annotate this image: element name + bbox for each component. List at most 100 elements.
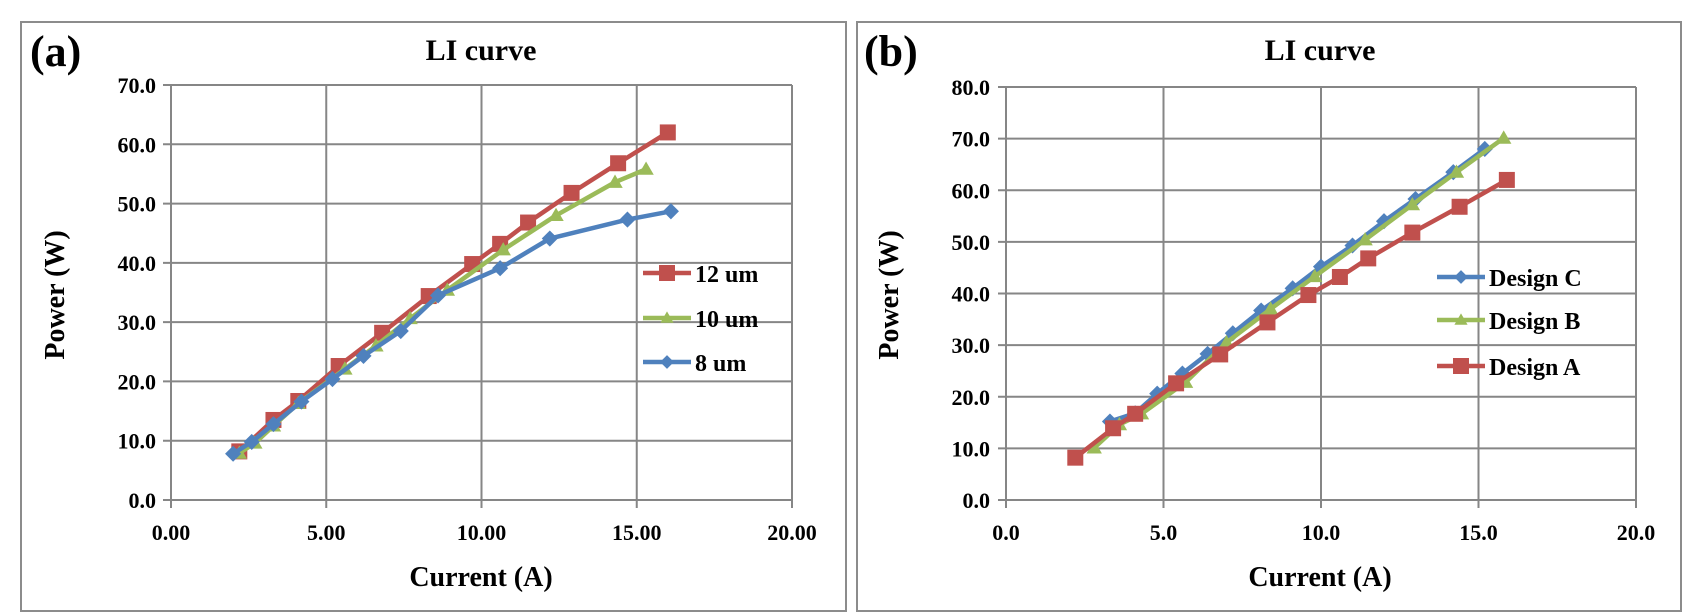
data-point-diamond bbox=[293, 393, 310, 410]
grid bbox=[998, 86, 1637, 508]
data-point-square bbox=[1300, 287, 1317, 304]
x-tick-label: 15.0 bbox=[1459, 520, 1498, 545]
data-point-square bbox=[659, 265, 675, 281]
legend-item: 10 um bbox=[643, 307, 758, 333]
data-point-diamond bbox=[660, 355, 674, 369]
data-point-diamond bbox=[324, 371, 341, 388]
data-point-triangle bbox=[1307, 268, 1323, 283]
legend-label: 10 um bbox=[695, 307, 758, 333]
chart-panel-b: (b) LI curve 0.0 10.0 20.0 30.0 40.0 50.0 60.0… bbox=[856, 21, 1682, 612]
data-point-diamond bbox=[662, 203, 679, 220]
x-tick-label: 10.00 bbox=[457, 520, 507, 545]
data-point-square bbox=[520, 214, 537, 231]
data-point-diamond bbox=[1199, 345, 1216, 362]
data-point-diamond bbox=[1344, 237, 1361, 254]
panel-label: (b) bbox=[864, 27, 918, 76]
y-tick-label: 10.0 bbox=[118, 429, 157, 454]
y-tick-label: 80.0 bbox=[952, 75, 991, 100]
y-axis-ticks: 0.0 10.0 20.0 30.0 40.0 50.0 60.0 70.0 bbox=[118, 73, 157, 513]
legend: Design C Design B Design A bbox=[1437, 266, 1582, 381]
data-point-square bbox=[1127, 405, 1144, 422]
y-tick-label: 50.0 bbox=[118, 192, 157, 217]
x-tick-label: 20.00 bbox=[767, 520, 817, 545]
data-point-triangle bbox=[548, 207, 564, 222]
data-point-triangle bbox=[1404, 197, 1421, 211]
data-point-triangle bbox=[1454, 313, 1468, 325]
x-axis-title: Current (A) bbox=[409, 562, 552, 593]
legend-label: Design B bbox=[1489, 309, 1580, 335]
chart-frame bbox=[20, 21, 847, 612]
y-tick-label: 0.0 bbox=[963, 488, 991, 513]
x-tick-label: 0.00 bbox=[152, 520, 191, 545]
data-point-triangle bbox=[495, 242, 511, 256]
data-point-triangle bbox=[1218, 334, 1235, 349]
y-tick-label: 60.0 bbox=[118, 132, 157, 157]
y-tick-label: 60.0 bbox=[952, 178, 991, 203]
data-point-square bbox=[610, 155, 627, 172]
data-point-triangle bbox=[1262, 301, 1279, 315]
legend-item: Design C bbox=[1437, 266, 1582, 292]
y-tick-label: 70.0 bbox=[118, 73, 157, 98]
data-point-triangle bbox=[1357, 232, 1373, 246]
y-tick-label: 10.0 bbox=[952, 436, 991, 461]
series-group bbox=[225, 124, 679, 462]
chart-title: LI curve bbox=[1265, 34, 1376, 67]
data-point-diamond bbox=[265, 416, 282, 433]
data-point-square bbox=[1168, 375, 1185, 392]
grid bbox=[163, 84, 793, 508]
data-point-triangle bbox=[1086, 440, 1102, 454]
y-tick-label: 30.0 bbox=[118, 310, 157, 335]
data-point-square bbox=[1105, 420, 1122, 437]
x-tick-label: 15.00 bbox=[612, 520, 662, 545]
data-point-triangle bbox=[1496, 130, 1512, 144]
data-point-square bbox=[563, 184, 580, 201]
data-point-diamond bbox=[492, 260, 509, 277]
legend-label: 8 um bbox=[695, 351, 746, 377]
y-tick-label: 20.0 bbox=[118, 369, 157, 394]
data-point-diamond bbox=[429, 287, 447, 304]
series-group bbox=[1067, 130, 1515, 466]
x-axis-title: Current (A) bbox=[1248, 562, 1391, 593]
data-point-diamond bbox=[1407, 190, 1424, 208]
data-point-square bbox=[1404, 224, 1421, 241]
data-point-square bbox=[1212, 346, 1229, 363]
data-point-diamond bbox=[225, 445, 242, 462]
data-point-triangle bbox=[1448, 164, 1465, 178]
data-point-triangle bbox=[660, 311, 674, 323]
x-tick-label: 0.0 bbox=[992, 520, 1020, 545]
x-tick-label: 10.0 bbox=[1302, 520, 1341, 545]
y-tick-label: 30.0 bbox=[952, 333, 991, 358]
series-8-um bbox=[225, 203, 679, 462]
legend-item: Design A bbox=[1437, 355, 1581, 381]
x-axis-ticks: 0.0 5.0 10.0 15.0 20.0 bbox=[992, 520, 1655, 545]
data-point-square bbox=[1451, 198, 1468, 215]
y-axis-ticks: 0.0 10.0 20.0 30.0 40.0 50.0 60.0 70.0 80.0 bbox=[952, 75, 991, 513]
legend-label: Design A bbox=[1489, 355, 1581, 381]
y-axis-title: Power (W) bbox=[40, 230, 71, 359]
data-point-diamond bbox=[355, 347, 372, 364]
data-point-square bbox=[659, 124, 676, 141]
x-tick-label: 5.0 bbox=[1150, 520, 1178, 545]
legend-label: 12 um bbox=[695, 262, 758, 288]
chart-title: LI curve bbox=[426, 34, 537, 67]
legend: 12 um 10 um 8 um bbox=[643, 262, 758, 377]
data-point-triangle bbox=[607, 174, 623, 188]
data-point-square bbox=[1331, 268, 1348, 285]
data-point-square bbox=[1259, 314, 1276, 331]
panel-label: (a) bbox=[30, 27, 81, 76]
series-design-a bbox=[1067, 171, 1515, 466]
legend-label: Design C bbox=[1489, 266, 1582, 292]
data-point-diamond bbox=[392, 322, 409, 340]
data-point-square bbox=[1498, 171, 1515, 188]
legend-item: 12 um bbox=[643, 262, 758, 288]
y-tick-label: 20.0 bbox=[952, 385, 991, 410]
y-tick-label: 40.0 bbox=[952, 282, 991, 307]
legend-item: Design B bbox=[1437, 309, 1580, 335]
data-point-triangle bbox=[638, 161, 654, 175]
data-point-diamond bbox=[541, 230, 558, 247]
y-tick-label: 40.0 bbox=[118, 251, 157, 276]
data-point-diamond bbox=[1476, 140, 1493, 157]
y-tick-label: 50.0 bbox=[952, 230, 991, 255]
data-point-square bbox=[1360, 250, 1377, 267]
